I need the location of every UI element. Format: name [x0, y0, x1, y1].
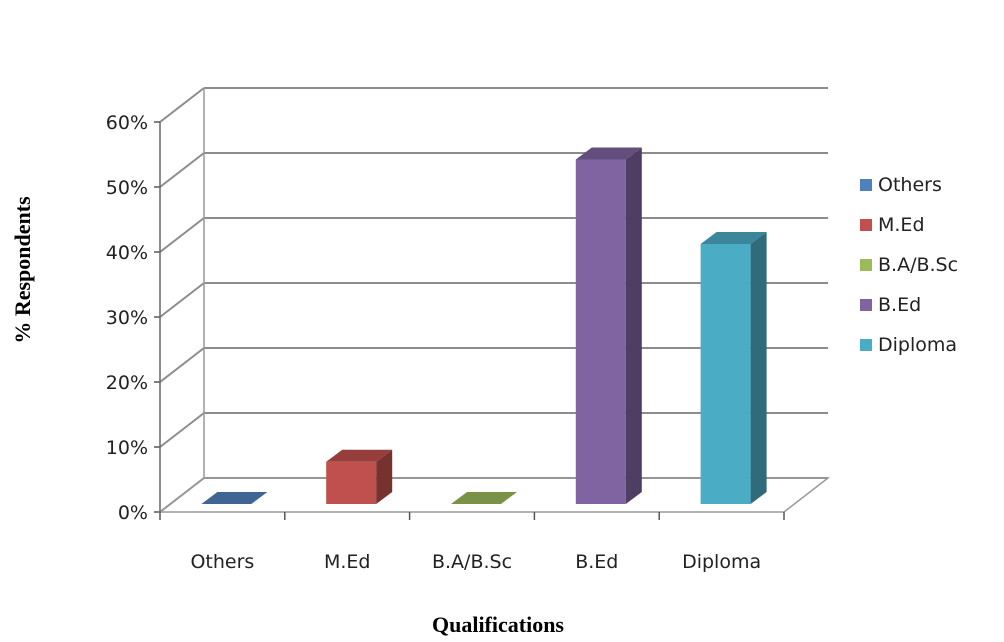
y-tick-labels: 0% 10% 20% 30% 40% 50% 60% [106, 112, 148, 524]
legend-label: B.A/B.Sc [878, 254, 958, 276]
legend-swatch [860, 259, 872, 271]
x-tick-labels: Others M.Ed B.A/B.Sc B.Ed Diploma [190, 551, 761, 573]
y-tick-label: 60% [106, 112, 148, 134]
y-tick-label: 20% [106, 372, 148, 394]
legend-swatch [860, 299, 872, 311]
y-tick-label: 40% [106, 242, 148, 264]
legend-swatch [860, 219, 872, 231]
legend-label: M.Ed [878, 214, 925, 236]
legend-item: M.Ed [860, 214, 925, 236]
x-tick-label: B.A/B.Sc [432, 551, 512, 573]
legend-label: Diploma [878, 334, 957, 356]
bars [201, 147, 767, 505]
bar-others [201, 492, 268, 505]
bar-m-ed [326, 449, 393, 504]
gridline-side [159, 347, 205, 383]
gridlines [159, 87, 828, 513]
y-tick-label: 50% [106, 177, 148, 199]
legend-swatch [860, 339, 872, 351]
gridline-side [159, 412, 205, 448]
legend-item: B.Ed [860, 294, 921, 316]
y-tick-label: 30% [106, 307, 148, 329]
legend-item: Others [860, 174, 942, 196]
x-tick-label: Diploma [682, 551, 761, 573]
bar-b-a-b-sc [451, 492, 517, 505]
legend-label: Others [878, 174, 942, 196]
legend-label: B.Ed [878, 294, 921, 316]
y-tick-label: 10% [106, 437, 148, 459]
x-tick-label: B.Ed [575, 551, 618, 573]
y-tick-label: 0% [118, 502, 148, 524]
bar-b-ed [575, 147, 642, 504]
legend-item: B.A/B.Sc [860, 254, 958, 276]
gridline-side [159, 217, 205, 253]
x-tick-label: Others [190, 551, 254, 573]
gridline-side [159, 87, 205, 123]
bar-diploma [700, 232, 767, 504]
gridline-side [159, 282, 205, 318]
legend: Others M.Ed B.A/B.Sc B.Ed Diploma [860, 174, 958, 356]
chart-floor [157, 477, 831, 513]
gridline-side [159, 152, 205, 188]
legend-swatch [860, 179, 872, 191]
x-axis-title: Qualifications [432, 612, 564, 637]
axes [154, 88, 831, 520]
y-axis-title: % Respondents [10, 196, 35, 344]
x-tick-label: M.Ed [324, 551, 371, 573]
legend-item: Diploma [860, 334, 957, 356]
